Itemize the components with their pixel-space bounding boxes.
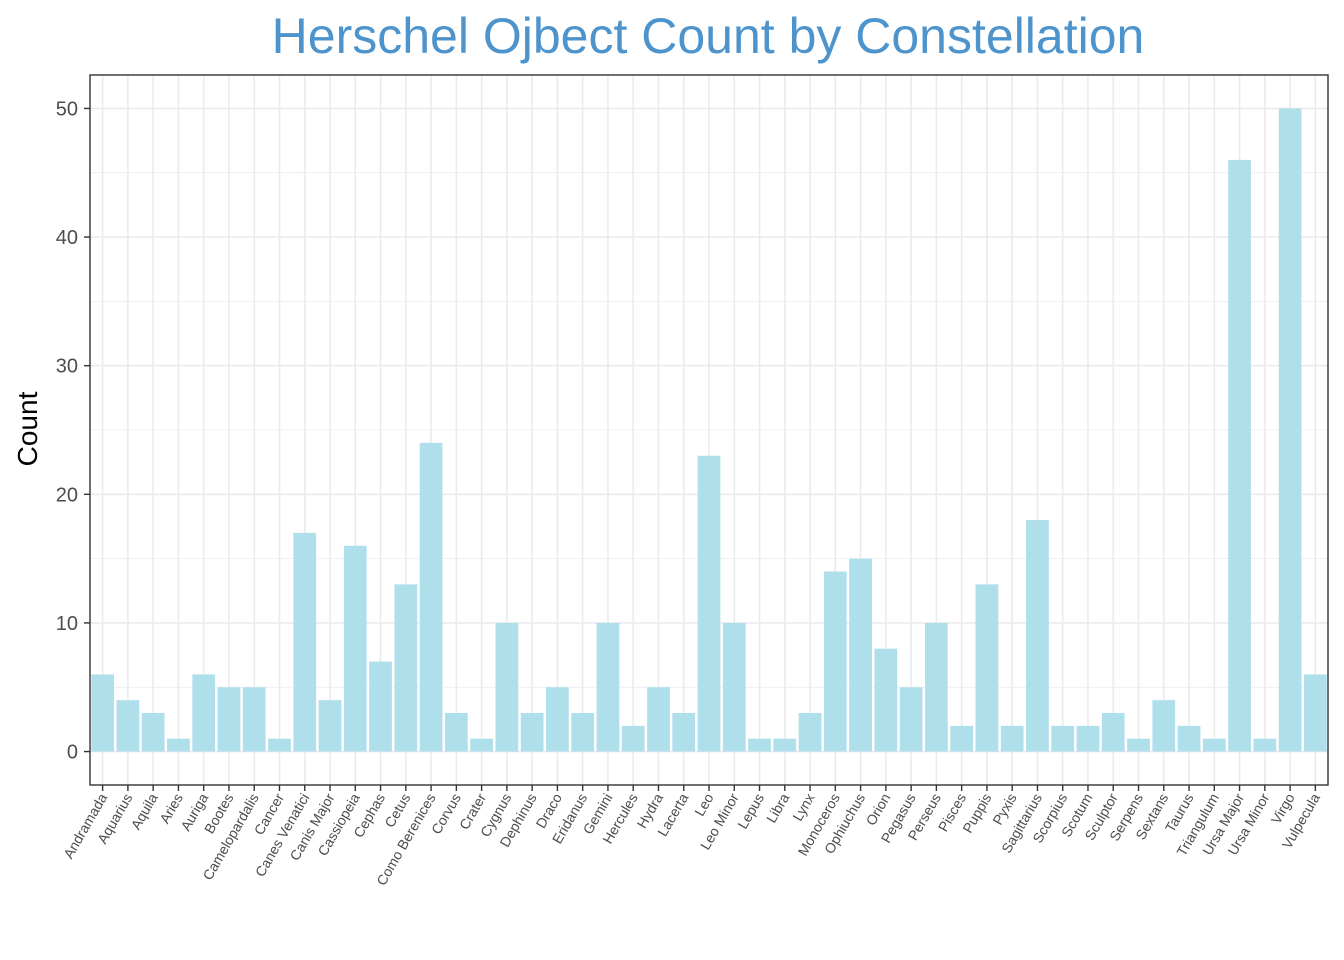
bar-canis-major xyxy=(319,700,342,751)
bar-ursa-minor xyxy=(1253,739,1276,752)
x-tick-label: Leo xyxy=(691,790,717,818)
chart-title: Herschel Ojbect Count by Constellation xyxy=(272,8,1145,64)
bar-camelopardalis xyxy=(243,687,266,751)
bar-perseus xyxy=(925,623,948,752)
bar-bootes xyxy=(218,687,241,751)
y-axis-label: Count xyxy=(12,391,43,466)
y-tick-label: 20 xyxy=(56,484,78,506)
bar-lynx xyxy=(799,713,822,752)
bar-virgo xyxy=(1279,108,1302,751)
x-tick-label: Libra xyxy=(763,790,793,825)
bar-crater xyxy=(470,739,493,752)
y-tick-label: 50 xyxy=(56,98,78,120)
bar-andramada xyxy=(91,674,114,751)
y-tick-label: 10 xyxy=(56,613,78,635)
bar-monoceros xyxy=(824,571,847,751)
bar-lacerta xyxy=(672,713,695,752)
bar-cassiopeia xyxy=(344,546,367,752)
bar-aries xyxy=(167,739,190,752)
bar-sextans xyxy=(1152,700,1175,751)
bar-pisces xyxy=(950,726,973,752)
bar-libra xyxy=(773,739,796,752)
bar-lepus xyxy=(748,739,771,752)
bar-cancer xyxy=(268,739,291,752)
bar-sagittarius xyxy=(1026,520,1049,752)
bar-leo xyxy=(698,456,721,752)
bar-aquila xyxy=(142,713,165,752)
bar-como-berenices xyxy=(420,443,443,752)
bar-scotum xyxy=(1077,726,1100,752)
bar-cetus xyxy=(394,584,417,751)
y-axis-ticks: 0 10 20 30 40 50 xyxy=(56,98,90,763)
bar-orion xyxy=(874,649,897,752)
y-tick-label: 40 xyxy=(56,227,78,249)
bar-serpens xyxy=(1127,739,1150,752)
bar-pyxis xyxy=(1001,726,1024,752)
bar-draco xyxy=(546,687,569,751)
bar-taurus xyxy=(1178,726,1201,752)
bar-ophiuchus xyxy=(849,559,872,752)
x-tick-label: Lepus xyxy=(734,791,767,832)
x-axis-ticks: AndramadaAquariusAquilaAriesAurigaBootes… xyxy=(60,785,1323,888)
bar-hydra xyxy=(647,687,670,751)
bar-scorpius xyxy=(1051,726,1074,752)
bar-puppis xyxy=(976,584,999,751)
y-tick-label: 0 xyxy=(67,742,78,764)
bar-aquarius xyxy=(117,700,140,751)
bar-eridanus xyxy=(571,713,594,752)
bar-dephinus xyxy=(521,713,544,752)
bar-gemini xyxy=(597,623,620,752)
bar-hercules xyxy=(622,726,645,752)
bar-leo-minor xyxy=(723,623,746,752)
bar-pegasus xyxy=(900,687,923,751)
bar-cygnus xyxy=(496,623,519,752)
bar-vulpecula xyxy=(1304,674,1327,751)
x-tick-label: Aquila xyxy=(127,790,160,832)
bar-cephas xyxy=(369,662,392,752)
bar-ursa-major xyxy=(1228,160,1251,752)
bar-sculptor xyxy=(1102,713,1125,752)
y-tick-label: 30 xyxy=(56,356,78,378)
bar-corvus xyxy=(445,713,468,752)
bar-canes-venatici xyxy=(293,533,316,752)
bar-auriga xyxy=(192,674,215,751)
bar-triangulum xyxy=(1203,739,1226,752)
